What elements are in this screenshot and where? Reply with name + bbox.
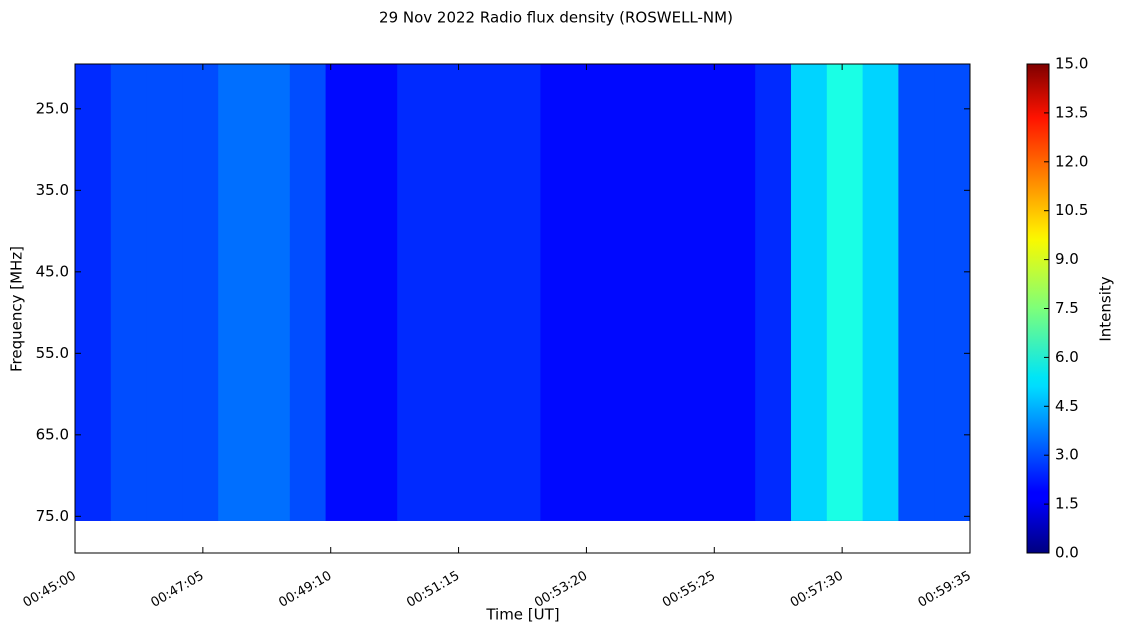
heatmap-cell: [791, 64, 828, 521]
heatmap: [75, 64, 971, 521]
heatmap-cell: [218, 64, 255, 521]
heatmap-cell: [254, 64, 291, 521]
colorbar-tick-label: 9.0: [1055, 250, 1079, 268]
heatmap-cell: [612, 64, 649, 521]
plot-frame: [74, 63, 971, 554]
heatmap-cell: [75, 64, 112, 521]
y-tick-label: 45.0: [36, 262, 69, 280]
y-axis-label: Frequency [MHz]: [8, 246, 26, 372]
heatmap-cell: [540, 64, 577, 521]
heatmap-cell: [719, 64, 756, 521]
heatmap-cell: [934, 64, 971, 521]
heatmap-cell: [146, 64, 183, 521]
colorbar-tick-label: 7.5: [1055, 299, 1079, 317]
heatmap-cell: [683, 64, 720, 521]
heatmap-cell: [826, 64, 864, 521]
colorbar-tick-label: 15.0: [1055, 55, 1088, 73]
y-tick-label: 55.0: [36, 344, 69, 362]
colorbar-label: Intensity: [1097, 276, 1115, 341]
heatmap-cell: [755, 64, 792, 521]
x-tick-label: 00:55:25: [660, 569, 718, 611]
x-axis-label: Time [UT]: [485, 606, 559, 624]
y-tick-label: 75.0: [36, 507, 69, 525]
y-tick-label: 65.0: [36, 425, 69, 443]
heatmap-cell: [898, 64, 935, 521]
heatmap-cell: [433, 64, 470, 521]
x-tick-label: 00:51:15: [404, 569, 462, 611]
heatmap-cell: [862, 64, 899, 521]
colorbar-tick-label: 1.5: [1055, 495, 1079, 513]
x-tick-label: 00:53:20: [532, 569, 590, 611]
heatmap-cell: [397, 64, 434, 521]
heatmap-cell: [110, 64, 148, 521]
heatmap-cell: [576, 64, 613, 521]
colorbar-tick-label: 10.5: [1055, 201, 1088, 219]
colorbar-tick-label: 3.0: [1055, 446, 1079, 464]
heatmap-cell: [468, 64, 506, 521]
x-tick-label: 00:45:00: [21, 569, 79, 611]
x-tick-label: 00:57:30: [788, 569, 846, 611]
heatmap-cell: [361, 64, 398, 521]
x-tick-label: 00:59:35: [916, 569, 974, 611]
heatmap-cell: [182, 64, 219, 521]
colorbar-tick-label: 12.0: [1055, 152, 1088, 170]
chart-title: 29 Nov 2022 Radio flux density (ROSWELL-…: [379, 9, 733, 27]
y-tick-label: 35.0: [36, 181, 69, 199]
y-tick-label: 25.0: [36, 99, 69, 117]
x-tick-label: 00:49:10: [276, 569, 334, 611]
heatmap-cell: [504, 64, 541, 521]
colorbar-tick-label: 13.5: [1055, 103, 1088, 121]
colorbar-tick-label: 0.0: [1055, 544, 1079, 562]
x-tick-label: 00:47:05: [149, 569, 207, 611]
colorbar-tick-label: 6.0: [1055, 348, 1079, 366]
heatmap-cell: [289, 64, 327, 521]
colorbar-tick-label: 4.5: [1055, 397, 1079, 415]
heatmap-cell: [647, 64, 685, 521]
heatmap-cell: [325, 64, 362, 521]
